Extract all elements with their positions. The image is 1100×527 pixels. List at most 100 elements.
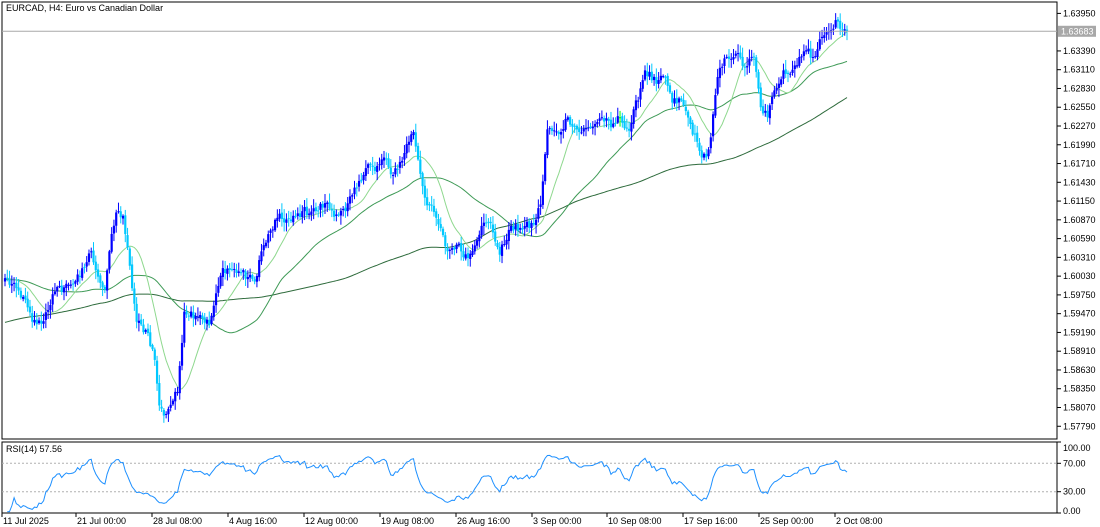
candle-body [634, 100, 638, 111]
candle-body [752, 56, 756, 58]
candle-body [593, 123, 597, 127]
candle-body [748, 58, 751, 66]
candle-body [439, 224, 442, 229]
candle-body [187, 315, 190, 317]
candle-body [655, 77, 658, 84]
candle-body [115, 212, 118, 226]
candle-body [553, 130, 556, 132]
candle-body [677, 98, 681, 103]
candle-body [369, 163, 372, 166]
candle-body [746, 66, 749, 68]
candle-body [494, 231, 497, 242]
price-tick-label: 1.61150 [1063, 196, 1095, 206]
candle-body [146, 328, 150, 334]
price-tick-label: 1.61710 [1063, 159, 1096, 169]
candle-body [312, 208, 315, 212]
price-tick-label: 1.58350 [1063, 384, 1096, 394]
candle-body [478, 234, 481, 242]
candle-body [782, 70, 785, 79]
candle-body [466, 253, 470, 259]
candle-body [784, 69, 787, 74]
candle-body [398, 161, 402, 168]
time-tick-label: 28 Jul 08:00 [153, 516, 202, 526]
candle-body [675, 97, 678, 104]
price-tick-label: 1.63110 [1063, 65, 1095, 75]
candle-body [750, 56, 753, 58]
candle-body [523, 225, 526, 229]
candle-body [278, 213, 281, 219]
candles [3, 13, 849, 423]
candle-body [614, 122, 617, 124]
rsi-panel[interactable]: RSI(14) 57.56 [1, 441, 1058, 514]
candle-body [135, 303, 138, 322]
candle-body [519, 227, 522, 230]
candle-body [791, 69, 794, 73]
candle-body [816, 49, 819, 58]
candle-body [457, 243, 461, 245]
candle-body [56, 286, 59, 292]
candle-body [736, 53, 740, 55]
candle-body [709, 137, 712, 149]
candle-body [845, 29, 849, 32]
candle-body [346, 203, 349, 212]
price-tick-label: 1.62270 [1063, 121, 1096, 131]
candle-body [557, 131, 560, 135]
candle-body [108, 251, 111, 270]
candle-body [249, 274, 252, 278]
price-tick-label: 1.60030 [1063, 271, 1096, 281]
candle-body [3, 278, 7, 282]
candle-body [503, 244, 506, 246]
candle-body [344, 207, 347, 212]
price-tick-label: 1.61990 [1063, 140, 1096, 150]
candle-body [487, 221, 490, 223]
candle-body [721, 66, 724, 68]
candle-body [771, 96, 774, 105]
candle-body [525, 221, 529, 228]
candle-body [419, 159, 422, 174]
candle-body [507, 229, 510, 242]
candle-body [537, 208, 540, 219]
time-tick-label: 25 Sep 00:00 [760, 516, 814, 526]
candle-body [687, 111, 690, 118]
candle-body [85, 262, 88, 267]
candle-body [230, 269, 234, 271]
candle-body [203, 317, 206, 323]
candle-body [130, 264, 134, 289]
candle-body [641, 80, 644, 89]
candle-body [65, 283, 68, 288]
candle-body [578, 128, 581, 133]
candle-body [562, 129, 565, 132]
candle-body [512, 226, 515, 231]
candle-body [155, 360, 159, 384]
candle-body [387, 158, 390, 167]
candle-body [485, 222, 488, 224]
candle-body [743, 66, 746, 68]
candle-body [462, 251, 465, 258]
candle-body [673, 98, 676, 104]
time-tick-label: 19 Aug 08:00 [381, 516, 434, 526]
candle-body [628, 128, 631, 131]
candle-body [391, 175, 395, 177]
price-panel[interactable]: EURCAD, H4: Euro vs Canadian Dollar [1, 1, 1058, 440]
candle-body [841, 29, 844, 31]
candle-body [380, 159, 383, 165]
candle-body [825, 32, 828, 35]
candle-body [83, 266, 86, 268]
candle-body [426, 197, 429, 206]
rsi-tick-label: 0.00 [1063, 506, 1081, 516]
candle-body [244, 271, 247, 279]
candle-body [178, 365, 181, 394]
candle-body [287, 218, 290, 220]
chart-title: EURCAD, H4: Euro vs Canadian Dollar [6, 3, 163, 13]
candle-body [814, 56, 817, 58]
candle-body [725, 56, 728, 58]
candle-body [795, 65, 799, 67]
candle-body [587, 127, 590, 129]
candle-body [371, 165, 374, 167]
time-axis: 11 Jul 2025 21 Jul 00:00 28 Jul 08:00 4 Aug… [1, 513, 883, 526]
candle-body [292, 215, 295, 223]
candle-body [76, 274, 79, 282]
candle-body [328, 202, 331, 209]
candle-body [637, 100, 640, 102]
candle-body [169, 404, 172, 408]
